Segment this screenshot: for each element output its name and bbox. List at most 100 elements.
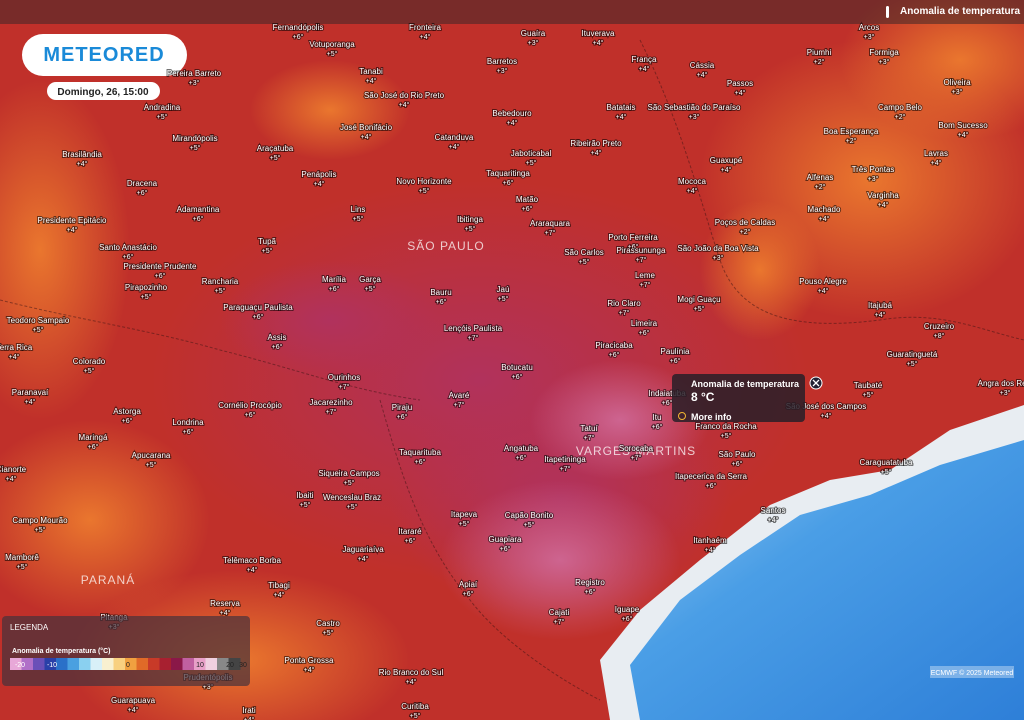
city-name: Oliveira (943, 78, 971, 87)
layer-title: Anomalia de temperatura (900, 6, 1020, 17)
city-name: Itapetininga (544, 455, 586, 464)
city-name: Leme (635, 271, 656, 280)
city-anomaly: +6° (123, 253, 134, 261)
city-anomaly: +4° (361, 133, 372, 141)
city-name: Mamborê (5, 553, 39, 562)
city-name: Bauru (430, 288, 451, 297)
city-name: Cássia (690, 61, 715, 70)
city-name: São João da Boa Vista (677, 244, 759, 253)
city-name: Ourinhos (328, 373, 360, 382)
city-anomaly: +4° (399, 101, 410, 109)
color-swatch (21, 658, 34, 670)
city-anomaly: +4° (244, 716, 255, 720)
city-anomaly: +4° (818, 287, 829, 295)
city-name: Jaboticabal (511, 149, 552, 158)
city-name: Presidente Prudente (124, 262, 197, 271)
city-anomaly: +7° (560, 465, 571, 473)
city-name: Pirapozinho (125, 283, 168, 292)
city-name: Itapecerica da Serra (675, 472, 748, 481)
city-anomaly: +4° (821, 412, 832, 420)
city-name: Registro (575, 578, 605, 587)
color-swatch (113, 658, 126, 670)
city-anomaly: +6° (522, 205, 533, 213)
city-anomaly: +5° (459, 520, 470, 528)
city-name: Alfenas (807, 173, 834, 182)
city-name: Cianorte (0, 465, 27, 474)
city-anomaly: +2° (895, 113, 906, 121)
city-name: Dracena (127, 179, 158, 188)
city-name: Piracicaba (595, 341, 633, 350)
city-anomaly: +4° (420, 33, 431, 41)
city-anomaly: +7° (636, 256, 647, 264)
city-anomaly: +4° (9, 353, 20, 361)
city-name: Mirandópolis (172, 134, 217, 143)
city-anomaly: +5° (146, 461, 157, 469)
city-anomaly: +4° (875, 311, 886, 319)
city-name: Bebedouro (492, 109, 532, 118)
city-name: Ibaiti (297, 491, 314, 500)
city-anomaly: +7° (619, 309, 630, 317)
city-name: Guaxupé (710, 156, 743, 165)
city-name: Matão (516, 195, 539, 204)
city-anomaly: +4° (721, 166, 732, 174)
city-anomaly: +5° (347, 503, 358, 511)
city-name: Botucatu (501, 363, 533, 372)
city-anomaly: +6° (436, 298, 447, 306)
color-swatch (125, 658, 137, 670)
city-name: Curitiba (401, 702, 429, 711)
city-anomaly: +6° (88, 443, 99, 451)
city-name: Machado (808, 205, 841, 214)
city-name: Guapiara (489, 535, 522, 544)
city-anomaly: +7° (339, 383, 350, 391)
city-name: José Bonifácio (340, 123, 393, 132)
city-name: Fernandópolis (273, 23, 324, 32)
legend-tick: 0 (126, 662, 130, 669)
city-name: Jacarezinho (309, 398, 353, 407)
city-anomaly: +4° (768, 516, 779, 524)
city-name: Cajati (549, 608, 570, 617)
region-label: VARGES MARTINS (576, 444, 696, 458)
timestamp: Domingo, 26, 15:00 (57, 87, 149, 98)
city-name: Bom Sucesso (938, 121, 988, 130)
attribution-bg (930, 666, 1014, 678)
city-name: Araraquara (530, 219, 571, 228)
city-anomaly: +6° (652, 423, 663, 431)
city-anomaly: +6° (405, 537, 416, 545)
city-name: São José do Rio Preto (364, 91, 445, 100)
city-anomaly: +6° (293, 33, 304, 41)
city-name: Jaguariaíva (342, 545, 384, 554)
color-swatch (182, 658, 195, 670)
more-info-link[interactable]: More info (691, 412, 732, 422)
city-anomaly: +5° (33, 326, 44, 334)
city-anomaly: +4° (697, 71, 708, 79)
city-name: São Paulo (719, 450, 756, 459)
color-swatch (159, 658, 172, 670)
city-name: Marília (322, 275, 347, 284)
city-name: Tatuí (580, 424, 598, 433)
city-anomaly: +7° (584, 434, 595, 442)
color-swatch (90, 658, 103, 670)
city-name: São José dos Campos (786, 402, 867, 411)
city-anomaly: +5° (410, 712, 421, 720)
city-name: Avaré (449, 391, 470, 400)
city-name: Angatuba (504, 444, 539, 453)
city-name: Capão Bonito (505, 511, 554, 520)
city-name: Boa Esperança (824, 127, 879, 136)
city-anomaly: +5° (344, 479, 355, 487)
ocean (600, 405, 1024, 720)
city-name: Passos (727, 79, 753, 88)
city-anomaly: +6° (622, 615, 633, 623)
popup[interactable]: Anomalia de temperatura 8 °C More info (672, 374, 823, 422)
city-anomaly: +6° (253, 313, 264, 321)
region-label: SÃO PAULO (407, 239, 484, 253)
city-anomaly: +4° (358, 555, 369, 563)
city-name: Teodoro Sampaio (7, 316, 70, 325)
logo-pill (22, 34, 187, 76)
city-anomaly: +6° (463, 590, 474, 598)
city-anomaly: +5° (907, 360, 918, 368)
city-anomaly: +6° (155, 272, 166, 280)
city-name: Itararé (398, 527, 422, 536)
city-anomaly: +4° (25, 398, 36, 406)
